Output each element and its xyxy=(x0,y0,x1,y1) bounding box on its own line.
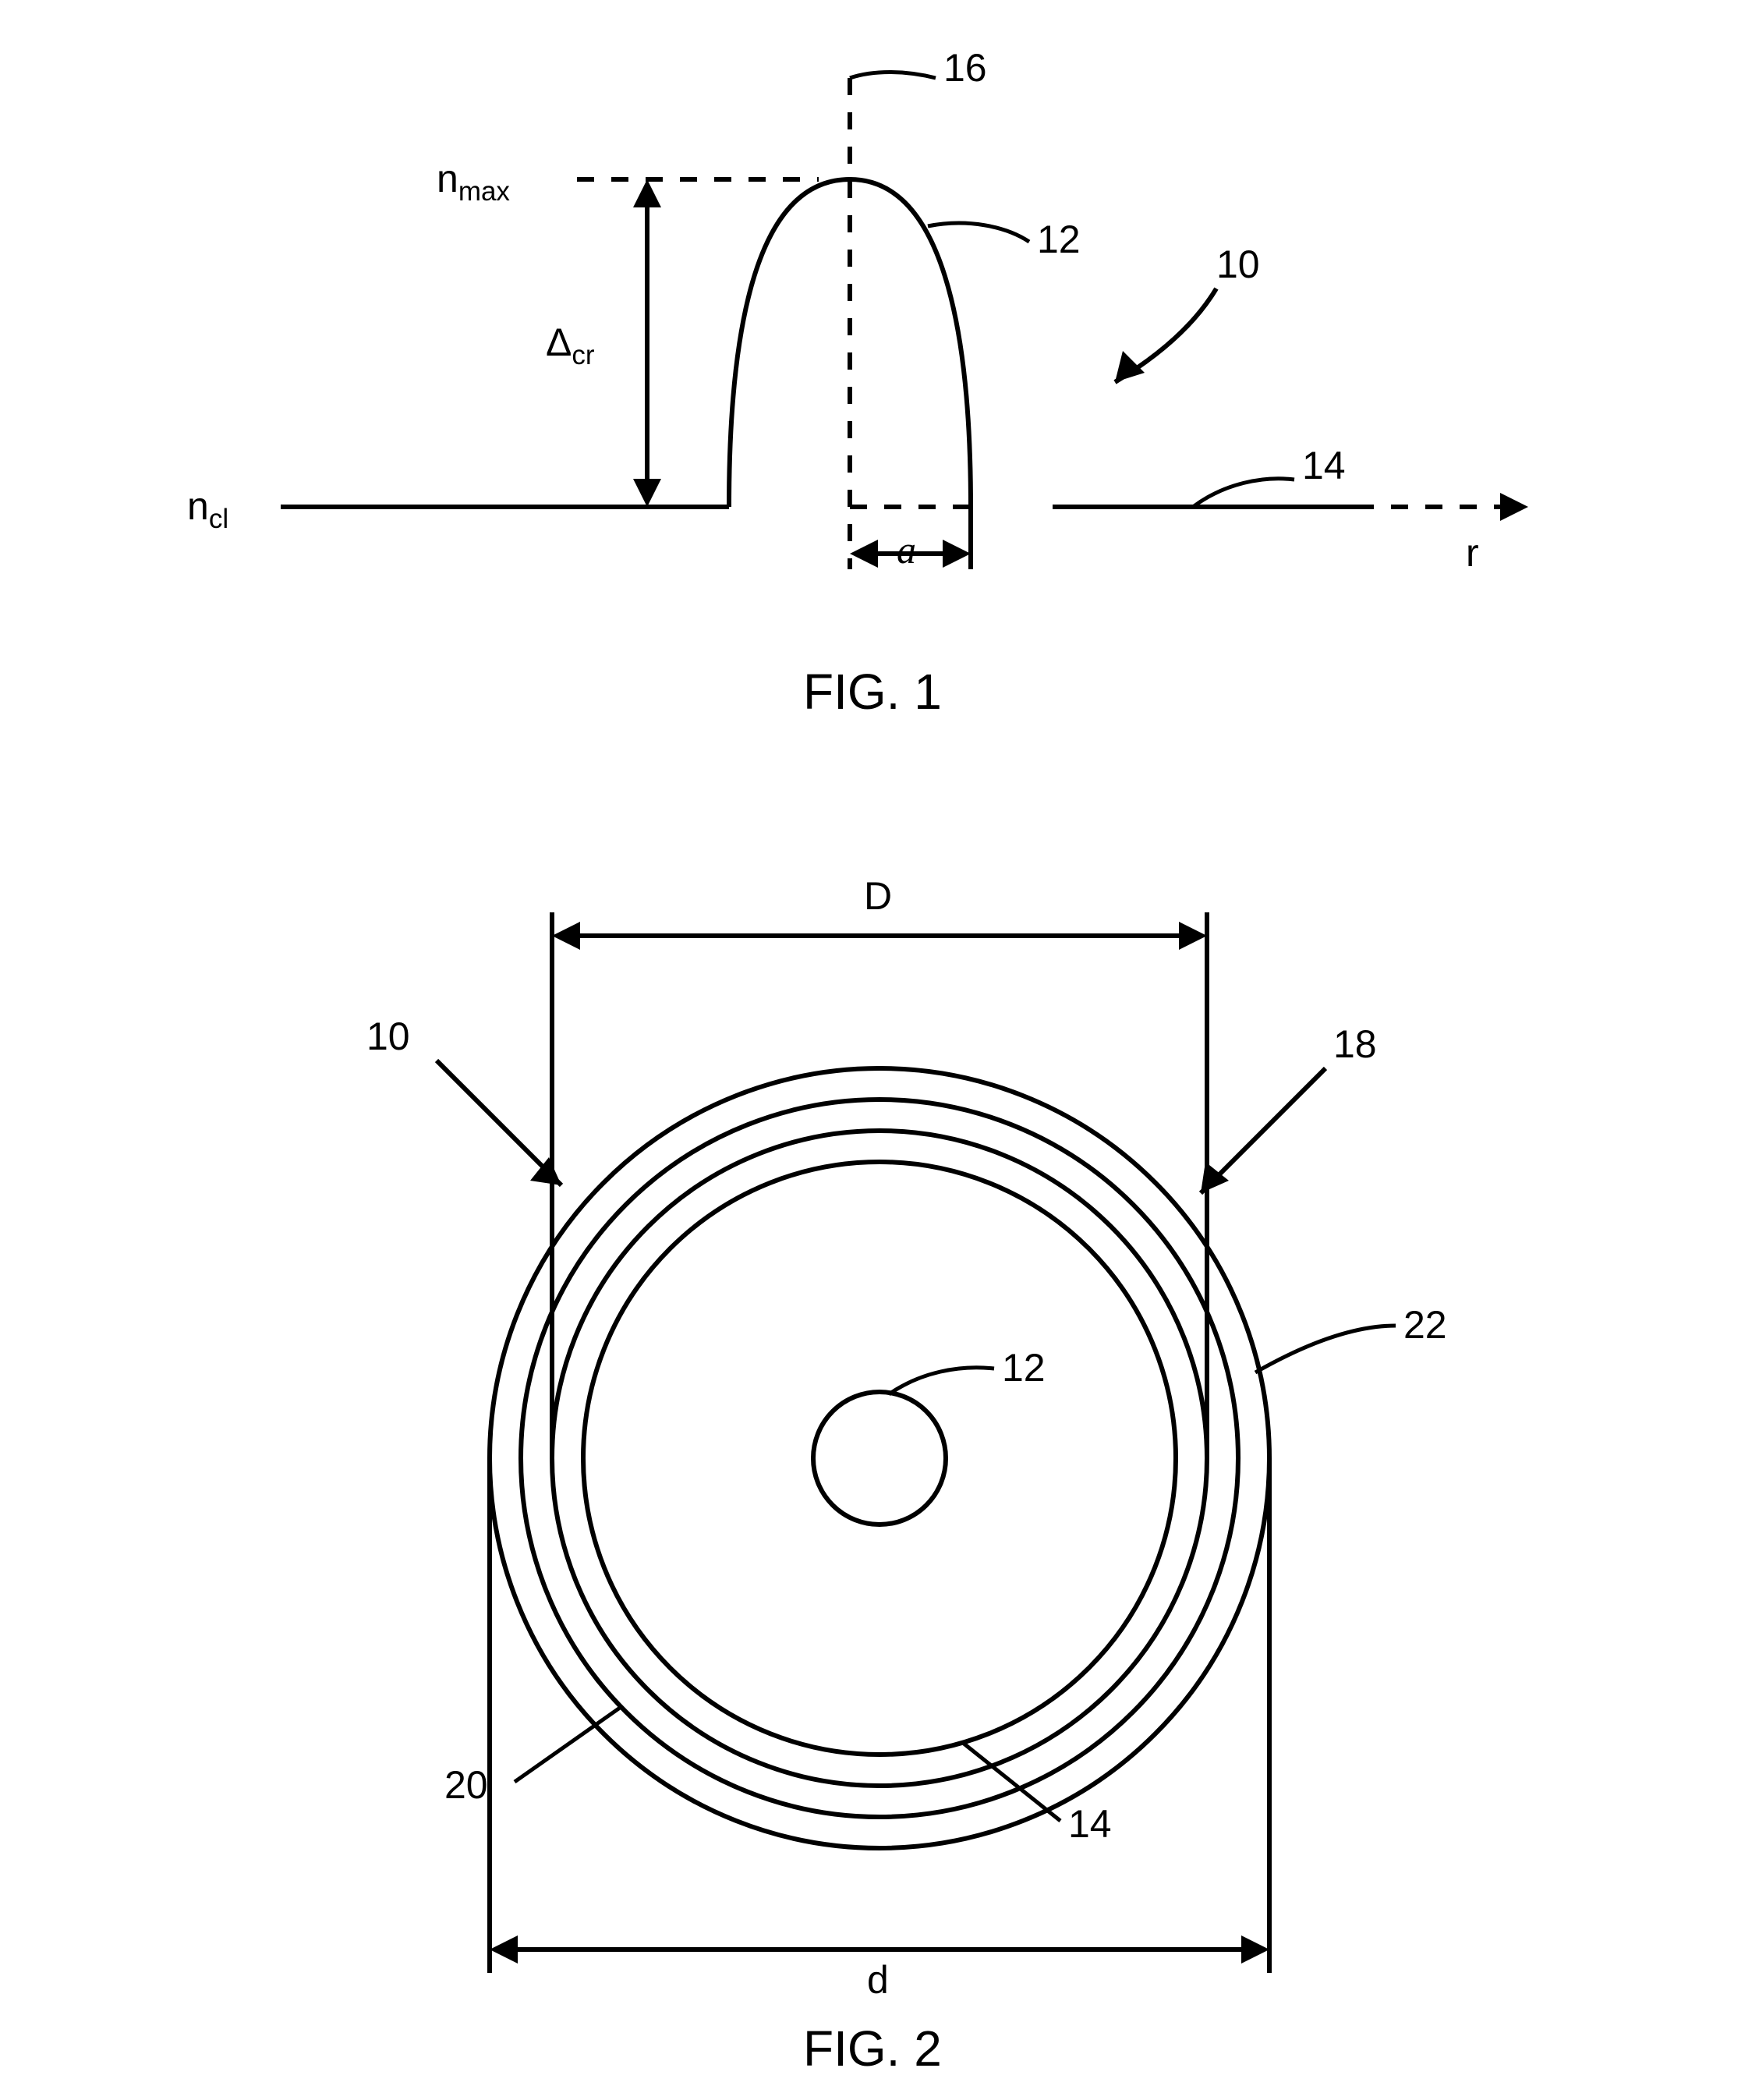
label-delta: Δcr xyxy=(546,320,595,371)
label-nmax: nmax xyxy=(437,156,510,207)
fig2-title: FIG. 2 xyxy=(803,2020,942,2077)
label-ncl: ncl xyxy=(187,483,228,535)
label-a: a xyxy=(897,527,916,572)
label-D: D xyxy=(864,873,892,919)
label-f2-10: 10 xyxy=(366,1014,410,1059)
label-d: d xyxy=(867,1957,889,2003)
label-f1-14: 14 xyxy=(1302,443,1346,488)
label-f2-12: 12 xyxy=(1002,1345,1046,1390)
label-f1-10: 10 xyxy=(1216,242,1260,287)
label-f1-12: 12 xyxy=(1037,217,1081,262)
label-f2-14: 14 xyxy=(1068,1801,1112,1847)
label-f2-18: 18 xyxy=(1333,1022,1377,1067)
label-f2-22: 22 xyxy=(1403,1302,1447,1347)
fig2-group xyxy=(437,912,1396,1973)
label-f2-20: 20 xyxy=(444,1762,488,1808)
fig1-group xyxy=(281,73,1528,570)
fig1-title: FIG. 1 xyxy=(803,663,942,721)
label-f1-16: 16 xyxy=(943,45,987,90)
figure-canvas xyxy=(0,0,1759,2100)
label-r: r xyxy=(1466,530,1479,575)
